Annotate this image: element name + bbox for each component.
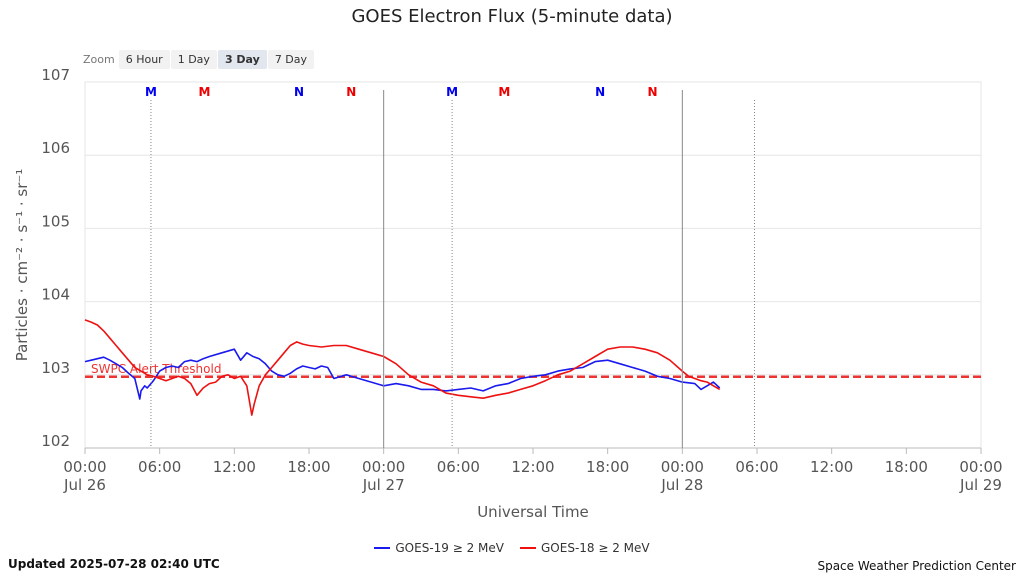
x-tick-date-label: Jul 27 — [362, 476, 405, 494]
y-tick-label: 106 — [41, 139, 70, 157]
zoom-1-day-button[interactable]: 1 Day — [170, 49, 217, 69]
series: SWPC Alert Threshold — [84, 319, 981, 416]
updated-timestamp: Updated 2025-07-28 02:40 UTC — [8, 557, 220, 571]
x-tick-label: 12:00 — [810, 458, 853, 476]
credit-label: Space Weather Prediction Center — [817, 559, 1016, 573]
legend-item-goes-19[interactable]: GOES-19 ≥ 2 MeV — [374, 541, 504, 555]
zoom-7-day-button[interactable]: 7 Day — [267, 49, 315, 69]
magnetopause-marker: M — [145, 85, 157, 99]
zoom-label: Zoom — [83, 52, 115, 66]
x-tick-date-label: Jul 29 — [959, 476, 1002, 494]
legend-item-goes-18[interactable]: GOES-18 ≥ 2 MeV — [520, 541, 650, 555]
x-tick-label: 00:00 — [362, 458, 405, 476]
legend-swatch-goes-18 — [520, 547, 536, 549]
magnetopause-marker: M — [446, 85, 458, 99]
x-tick-label: 12:00 — [511, 458, 554, 476]
legend-label-goes-19: GOES-19 ≥ 2 MeV — [395, 541, 504, 555]
magnetopause-marker: M — [498, 85, 510, 99]
x-tick-label: 00:00 — [661, 458, 704, 476]
zoom-6-hour-button[interactable]: 6 Hour — [118, 49, 170, 69]
zoom-controls: Zoom 6 Hour 1 Day 3 Day 7 Day — [83, 49, 315, 69]
grid — [84, 81, 982, 449]
x-tick-label: 06:00 — [138, 458, 181, 476]
legend-label-goes-18: GOES-18 ≥ 2 MeV — [541, 541, 650, 555]
x-tick-label: 18:00 — [287, 458, 330, 476]
x-tick-label: 06:00 — [437, 458, 480, 476]
y-tick-label: 103 — [41, 359, 70, 377]
magnetopause-marker: M — [198, 85, 210, 99]
magnetopause-marker: N — [647, 85, 657, 99]
y-tick-label: 104 — [41, 286, 70, 304]
series-line-goes-18 — [84, 319, 721, 416]
legend-swatch-goes-19 — [374, 547, 391, 549]
y-tick-label: 105 — [41, 212, 70, 230]
y-axis-label: Particles · cm⁻² · s⁻¹ · sr⁻¹ — [13, 169, 31, 362]
zoom-3-day-button[interactable]: 3 Day — [217, 49, 267, 69]
y-tick-label: 107 — [41, 66, 70, 84]
x-tick-date-label: Jul 28 — [660, 476, 703, 494]
y-tick-label: 102 — [41, 432, 70, 450]
plot-area — [84, 81, 982, 449]
x-axis-label: Universal Time — [477, 503, 589, 521]
alert-threshold-label: SWPC Alert Threshold — [91, 362, 221, 376]
x-tick-label: 00:00 — [63, 458, 106, 476]
legend: GOES-19 ≥ 2 MeV GOES-18 ≥ 2 MeV — [0, 541, 1024, 555]
x-tick-label: 00:00 — [959, 458, 1002, 476]
x-tick-label: 06:00 — [735, 458, 778, 476]
magnetopause-marker: N — [294, 85, 304, 99]
magnetopause-marker: N — [595, 85, 605, 99]
series-line-goes-19 — [84, 348, 721, 400]
chart-title: GOES Electron Flux (5-minute data) — [351, 6, 673, 27]
magnetopause-marker: N — [346, 85, 356, 99]
x-tick-label: 12:00 — [213, 458, 256, 476]
x-tick-date-label: Jul 26 — [63, 476, 106, 494]
x-tick-label: 18:00 — [885, 458, 928, 476]
x-tick-label: 18:00 — [586, 458, 629, 476]
